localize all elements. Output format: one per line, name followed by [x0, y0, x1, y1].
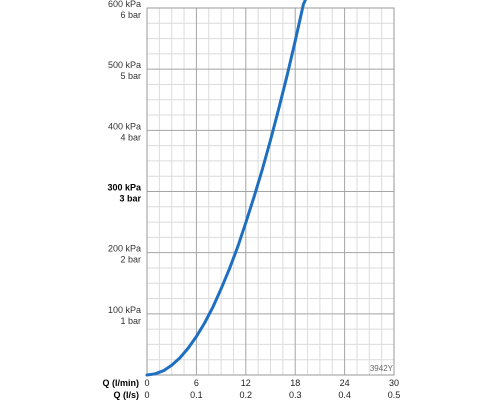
figure-code: 3942Y	[370, 364, 394, 373]
y-tick-label-kpa: 100 kPa	[108, 305, 141, 315]
y-tick-label-bar: 4 bar	[120, 132, 141, 142]
y-tick-label-bar: 6 bar	[120, 10, 141, 20]
x-tick-label-ls: 0.3	[289, 390, 302, 400]
x-tick-label-ls: 0.2	[240, 390, 253, 400]
y-tick-label-kpa: 500 kPa	[108, 60, 141, 70]
x-tick-label-lmin: 12	[241, 378, 251, 388]
x-tick-label-lmin: 18	[290, 378, 300, 388]
plot-frame	[146, 7, 395, 376]
major-grid	[147, 8, 394, 375]
y-tick-label-kpa: 200 kPa	[108, 244, 141, 254]
x-axis-label-ls: Q (l/s)	[113, 390, 139, 400]
x-tick-label-lmin: 0	[144, 378, 149, 388]
x-tick-label-ls: 0	[144, 390, 149, 400]
y-tick-label-bar: 2 bar	[120, 255, 141, 265]
y-tick-label-bar: 1 bar	[120, 316, 141, 326]
y-tick-label-bar: 3 bar	[119, 194, 141, 204]
y-tick-label-kpa: 600 kPa	[108, 0, 141, 9]
x-axis-label-lmin: Q (l/min)	[103, 378, 140, 388]
x-tick-label-lmin: 30	[389, 378, 399, 388]
x-tick-label-ls: 0.4	[338, 390, 351, 400]
x-tick-label-ls: 0.1	[190, 390, 203, 400]
x-tick-label-lmin: 6	[194, 378, 199, 388]
series-line	[145, 0, 307, 377]
y-tick-label-kpa: 300 kPa	[107, 183, 142, 193]
x-tick-labels: 0 0 6 0.1 12 0.2 18 0.3 24 0.4 30 0.5	[144, 378, 400, 400]
x-tick-label-ls: 0.5	[388, 390, 401, 400]
x-tick-label-lmin: 24	[340, 378, 350, 388]
y-tick-label-bar: 5 bar	[120, 71, 141, 81]
y-tick-label-kpa: 400 kPa	[108, 121, 141, 131]
